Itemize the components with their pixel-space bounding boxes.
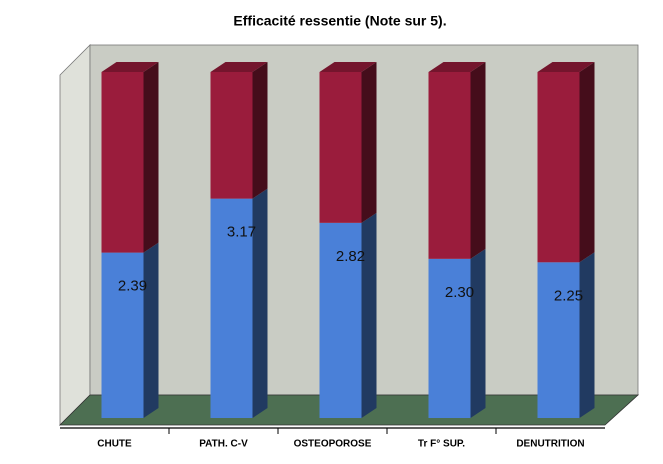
bar [101,252,144,418]
x-tick-label: DENUTRITION [516,439,584,450]
x-tick-label: PATH. C-V [199,439,248,450]
value-label: 2.30 [445,284,474,301]
bar-side [252,188,268,418]
bar [210,198,253,418]
value-label: 2.25 [554,287,583,304]
bar-side [252,62,268,199]
bar [210,72,253,199]
bar-top [537,62,595,72]
value-label: 2.39 [118,278,147,295]
bar [319,222,362,418]
bar-side [361,62,377,223]
chart-title: Efficacité ressentie (Note sur 5). [233,13,446,29]
value-label: 3.17 [227,224,256,241]
bar-side [470,62,486,259]
bar [537,262,580,418]
bar [428,72,471,259]
bar [101,72,144,253]
bar-side [470,248,486,418]
bar-top [210,62,268,72]
bar-side [579,62,595,263]
bar [537,72,580,263]
bar [319,72,362,223]
bar-top [428,62,486,72]
bar-side [579,252,595,418]
x-tick-label: CHUTE [97,439,132,450]
bar-side [143,62,159,253]
bar-side [143,242,159,418]
bar-top [319,62,377,72]
bar-top [101,62,159,72]
left-wall [59,44,91,426]
x-tick-label: OSTEOPOROSE [294,439,372,450]
value-label: 2.82 [336,248,365,265]
x-tick-label: Tr F° SUP. [418,439,465,450]
bar-side [361,212,377,418]
bar [428,258,471,418]
